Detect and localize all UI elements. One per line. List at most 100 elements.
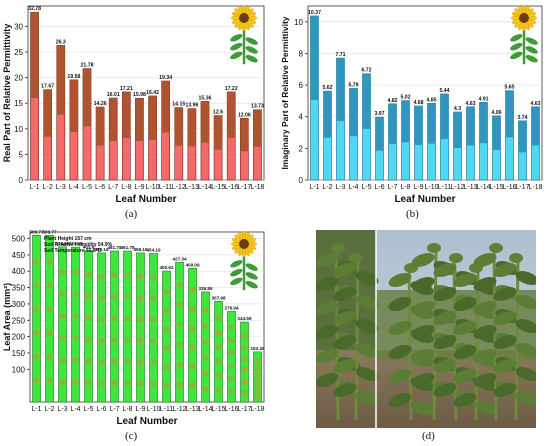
y-axis-title: Real Part of Relative Permittivity [2, 24, 12, 163]
bar-value-label: 427.34 [172, 256, 186, 261]
bar-value-label: 12.6 [213, 110, 223, 116]
bar-L-5 [84, 250, 93, 403]
x-tick-label: L-16 [502, 184, 516, 191]
x-tick-label: L-12 [172, 406, 186, 413]
bar-L-1 [32, 235, 41, 403]
bar-value-label: 5.79 [348, 82, 358, 88]
x-tick-label: L-15 [489, 184, 503, 191]
chart-annotation: Soil Relative Humidity 54.9% [44, 242, 113, 248]
x-tick-label: L-13 [463, 184, 477, 191]
bar-L-16 [226, 91, 236, 181]
x-tick-label: L-6 [374, 184, 384, 191]
bar-L-8 [123, 250, 132, 403]
bar-L-15 [214, 301, 223, 403]
bar-value-label: 5.02 [400, 95, 410, 101]
bar-value-label: 32.78 [28, 6, 41, 12]
bar-L-17 [239, 117, 249, 181]
bar-value-label: 276.94 [224, 305, 238, 310]
x-tick-label: L-1 [29, 184, 39, 191]
x-tick-label: L-17 [237, 406, 251, 413]
x-tick-label: L-18 [250, 184, 264, 191]
x-tick-label: L-16 [224, 406, 238, 413]
sunflower-field-photo [316, 230, 536, 428]
x-axis-title: Leaf Number [116, 416, 177, 427]
x-tick-label: L-3 [57, 406, 67, 413]
bar-L-18 [253, 109, 262, 181]
y-axis-title: Imaginary Part of Relative Permittivity [280, 16, 290, 169]
plot-frame [29, 231, 265, 403]
x-tick-label: L-5 [83, 406, 93, 413]
bar-L-14 [200, 101, 210, 181]
x-tick-label: L-14 [476, 184, 490, 191]
bar-value-label: 456.19 [133, 247, 147, 252]
bar-L-13 [188, 267, 197, 403]
chart-b: 0 2 4 6 8 10 10.37 L-1 5.62 L-2 7.71 L-3 5.79 L-4 6.72… [280, 4, 543, 205]
bar-value-label: 4.82 [387, 98, 397, 104]
bar-value-label: 17.21 [120, 86, 133, 92]
y-tick-label: 30 [14, 22, 23, 31]
caption-d: (d) [422, 430, 435, 442]
bar-value-label: 461.78 [107, 245, 121, 250]
bar-L-5 [82, 68, 92, 181]
x-tick-label: L-13 [185, 184, 199, 191]
bar-L-11 [161, 80, 171, 181]
y-tick-label: 2 [299, 144, 304, 153]
bar-value-label: 474.69 [55, 241, 69, 246]
y-tick-label: 0 [299, 176, 304, 185]
bar-L-4 [69, 79, 79, 181]
caption-c: (c) [125, 430, 138, 442]
bar-L-9 [136, 252, 145, 403]
x-tick-label: L-9 [413, 184, 423, 191]
bar-value-label: 509.77 [29, 229, 43, 234]
bar-L-3 [58, 246, 67, 403]
bar-value-label: 3.97 [374, 111, 384, 117]
x-tick-label: L-2 [44, 406, 54, 413]
x-tick-label: L-8 [121, 184, 131, 191]
y-tick-label: 250 [12, 316, 26, 325]
y-tick-label: 350 [12, 284, 26, 293]
x-tick-label: L-4 [70, 406, 80, 413]
bar-L-3 [336, 57, 345, 181]
bar-value-label: 456.16 [94, 247, 108, 252]
bar-value-label: 26.3 [56, 39, 66, 45]
bar-L-15 [213, 115, 223, 181]
x-tick-label: L-6 [96, 406, 106, 413]
y-tick-label: 0 [19, 176, 24, 185]
bar-L-8 [121, 91, 131, 181]
bar-value-label: 21.78 [81, 63, 94, 69]
chart-annotation: Soil Temperature 31.8°C [44, 248, 102, 254]
bar-L-16 [505, 90, 514, 181]
bar-value-label: 14.26 [94, 101, 107, 107]
bar-value-label: 4.63 [465, 101, 475, 107]
bar-L-14 [201, 291, 210, 403]
bar-value-label: 4.91 [478, 96, 488, 102]
bar-L-6 [375, 116, 384, 181]
bar-L-7 [110, 250, 119, 403]
bar-value-label: 461.78 [120, 245, 134, 250]
bar-value-label: 6.72 [361, 68, 371, 74]
y-tick-label: 15 [14, 99, 23, 108]
x-tick-label: L-5 [361, 184, 371, 191]
bar-L-7 [108, 97, 118, 181]
x-tick-label: L-6 [95, 184, 105, 191]
y-tick-label: 400 [12, 267, 26, 276]
bar-L-8 [401, 100, 410, 181]
bar-L-4 [349, 88, 358, 181]
x-tick-label: L-17 [237, 184, 251, 191]
bar-L-10 [148, 95, 157, 181]
chart-a: 0 5 10 15 20 25 30 32.78 L-1 17.67 L-2 26.3 L-3 19.58… [2, 4, 265, 205]
bar-value-label: 15.98 [133, 92, 146, 98]
x-tick-label: L-3 [56, 184, 66, 191]
bar-L-12 [453, 111, 462, 181]
bar-value-label: 5.65 [504, 85, 514, 91]
bar-value-label: 509.77 [42, 229, 56, 234]
y-axis-title: Leaf Area (mm²) [2, 283, 12, 351]
x-axis-title: Leaf Number [394, 194, 455, 205]
y-tick-label: 20 [14, 74, 23, 83]
x-tick-label: L-4 [69, 184, 79, 191]
x-tick-label: L-7 [109, 406, 119, 413]
x-tick-label: L-1 [31, 406, 41, 413]
bar-value-label: 4.63 [530, 101, 540, 107]
y-tick-label: 300 [12, 300, 26, 309]
y-tick-label: 450 [12, 251, 26, 260]
